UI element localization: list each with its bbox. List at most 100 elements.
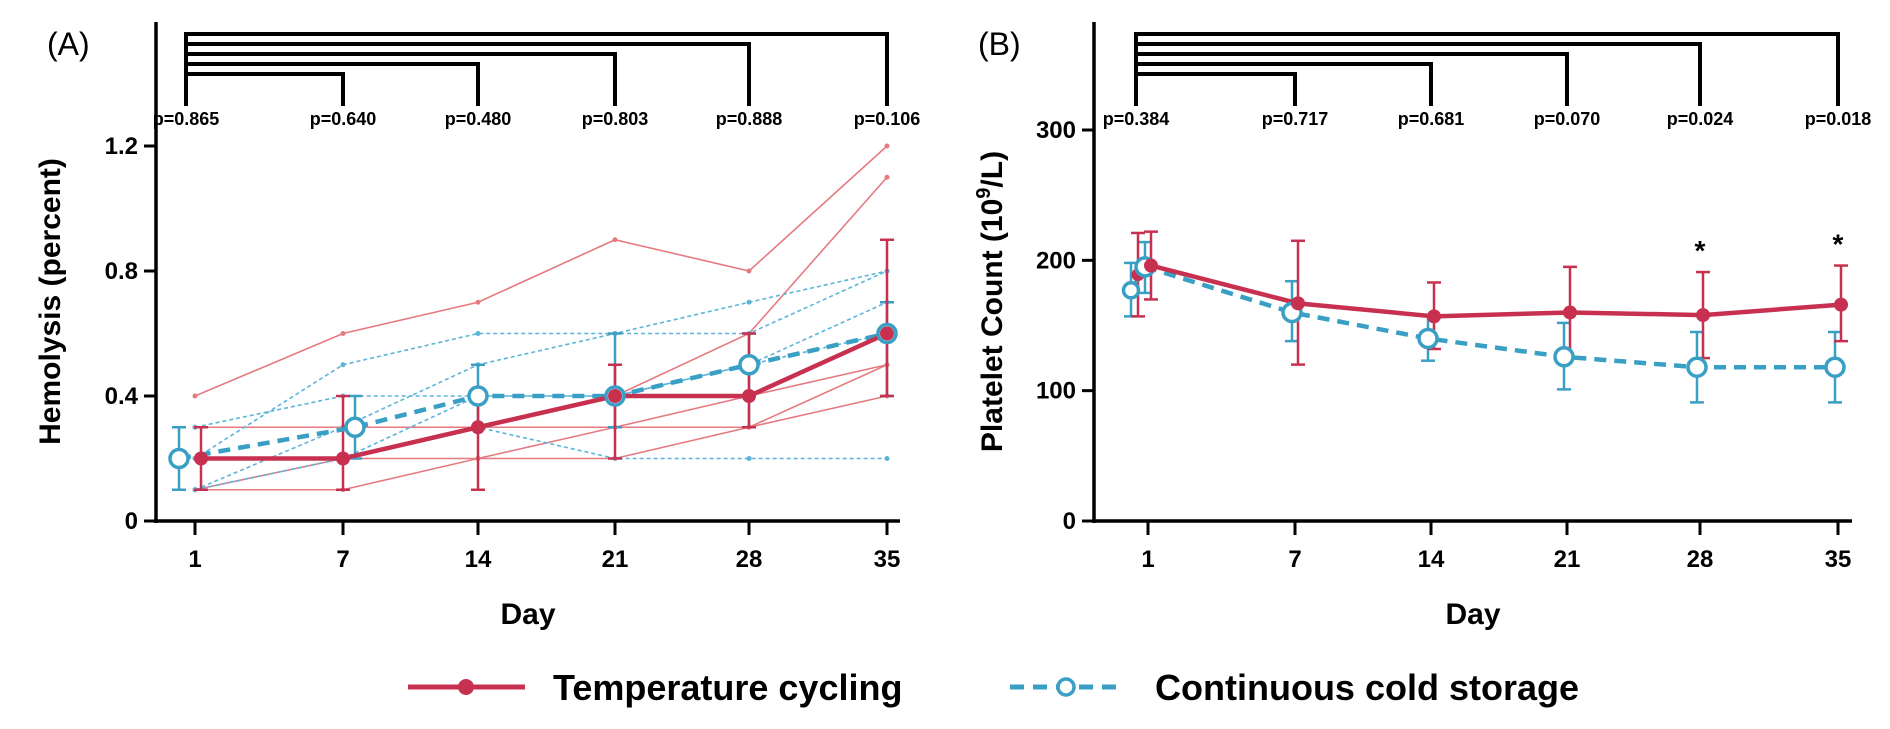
p-value: p=0.803 [582,109,649,129]
p-value: p=0.717 [1262,109,1329,129]
individual-point-cold-storage [340,362,346,368]
y-tick-label: 0.4 [105,383,139,410]
individual-line-cold-storage [194,426,887,491]
individual-line-temp-cycling [195,363,888,429]
panel-b: (B) 0 100 200 300 1 7 14 21 28 35 Day Platelet Count… [973,22,1871,631]
panel-label: (B) [978,26,1021,62]
y-tick-label: 0 [1063,508,1076,535]
individual-point-temp-cycling [612,237,618,243]
y-axis-title-text: Platelet Count (10 [976,199,1009,452]
individual-point-temp-cycling [475,299,481,305]
x-tick-label: 35 [874,546,901,573]
significance-marker: * [1833,229,1844,260]
marker-temp-cycling [1427,309,1441,324]
significance-marker: * [1695,235,1706,266]
marker-cold-storage [1553,346,1575,368]
legend: Temperature cycling Continuous cold stor… [408,667,1579,708]
legend-label-cold-storage: Continuous cold storage [1155,667,1579,708]
line-temp-cycling [201,331,888,461]
legend-marker-cold-storage [1056,677,1076,697]
p-value: p=0.384 [1103,109,1170,129]
x-tick-label: 14 [465,546,492,573]
individual-point-temp-cycling [340,331,346,336]
y-tick-label: 200 [1036,247,1076,274]
y-tick-label: 300 [1036,117,1076,144]
x-tick-label: 7 [1288,546,1301,573]
marker-cold-storage [1686,356,1708,378]
marker-temp-cycling [742,389,756,403]
marker-temp-cycling [1563,305,1577,320]
individual-point-cold-storage [746,299,752,305]
marker-temp-cycling [471,420,485,435]
p-value: p=0.865 [153,109,220,129]
panel-a: (A) 0 0.4 0.8 1.2 1 7 14 21 28 35 Day Hemolysis (per… [34,22,920,631]
individual-line-temp-cycling [195,395,888,491]
y-axis-title: Platelet Count (109/L) [973,151,1009,452]
x-tick-label: 14 [1418,546,1445,573]
marker-temp-cycling [1144,258,1158,273]
marker-cold-storage [1824,356,1846,378]
individual-point-temp-cycling [884,174,890,180]
p-value: p=0.681 [1398,109,1465,129]
individual-line-temp-cycling [194,176,888,491]
marker-cold-storage [168,447,190,470]
y-axis-title: Hemolysis (percent) [34,158,67,445]
x-tick-label: 28 [1687,546,1714,573]
marker-cold-storage [738,354,760,376]
comparison-bracket [1134,72,1297,106]
legend-marker-temp-cycling [458,679,474,695]
individual-point-temp-cycling [192,393,198,399]
p-value: p=0.024 [1667,109,1734,129]
marker-temp-cycling [608,389,622,403]
individual-point-cold-storage [884,456,890,461]
line-cold-storage [1144,264,1835,370]
marker-temp-cycling [194,451,208,466]
y-tick-label: 1.2 [105,133,138,160]
p-value: p=0.018 [1805,109,1872,129]
individual-point-temp-cycling [884,143,890,149]
p-value: p=0.070 [1534,109,1601,129]
y-axis-title-sup: 9 [973,188,995,199]
p-value: p=0.640 [310,109,377,129]
individual-line-temp-cycling [194,145,888,397]
comparison-bracket [1134,52,1569,106]
y-tick-label: 100 [1036,378,1076,405]
x-tick-label: 1 [1141,546,1154,573]
marker-temp-cycling [880,326,894,341]
p-value: p=0.480 [445,109,512,129]
marker-cold-storage [1121,281,1141,300]
line-cold-storage [178,331,888,461]
individual-line-cold-storage [194,270,888,460]
comparison-bracket [184,72,345,106]
marker-cold-storage [344,416,366,438]
x-axis-title: Day [500,598,555,631]
individual-point-cold-storage [746,456,752,461]
comparison-bracket [184,62,480,106]
individual-point-temp-cycling [746,268,752,274]
x-tick-label: 21 [602,546,629,573]
marker-cold-storage [1417,327,1439,350]
x-tick-label: 7 [336,546,349,573]
marker-cold-storage [467,385,489,407]
marker-temp-cycling [336,451,350,466]
comparison-bracket [1134,62,1433,106]
x-tick-label: 21 [1554,546,1581,573]
y-tick-label: 0.8 [105,258,138,285]
y-tick-label: 0 [125,508,138,535]
p-value: p=0.888 [716,109,783,129]
legend-label-temp-cycling: Temperature cycling [553,667,902,708]
marker-temp-cycling [1834,297,1848,312]
individual-point-cold-storage [475,331,481,336]
y-axis-title-text: Hemolysis (percent) [34,158,67,445]
x-tick-label: 1 [188,546,201,573]
x-axis-title: Day [1445,598,1500,631]
x-tick-label: 28 [736,546,763,573]
comparison-bracket [184,52,617,106]
panel-label: (A) [47,26,90,62]
line-temp-cycling [1150,263,1842,319]
individual-line-cold-storage [195,301,888,460]
p-value: p=0.106 [854,109,921,129]
marker-temp-cycling [1696,308,1710,323]
x-tick-label: 35 [1825,546,1852,573]
